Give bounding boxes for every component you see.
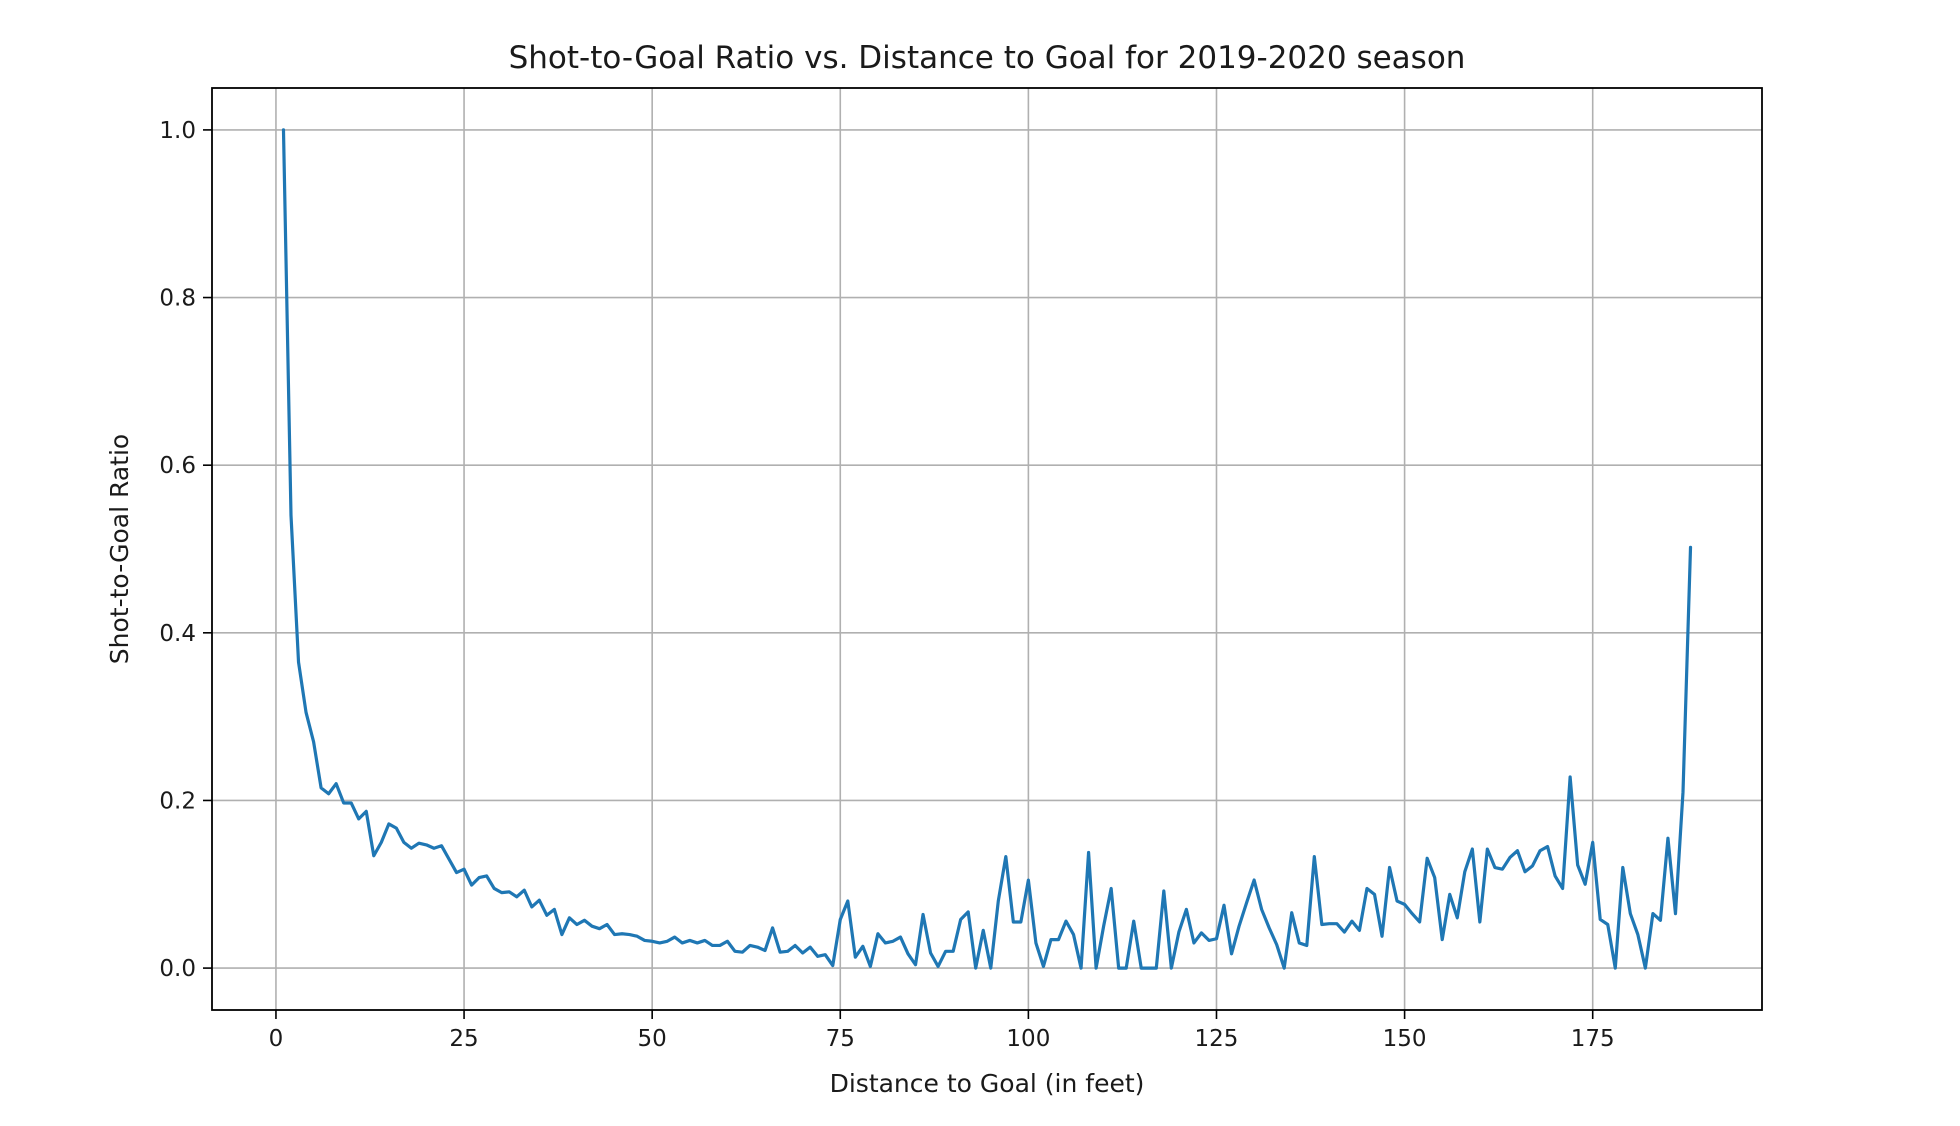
plot-frame <box>211 87 1763 1011</box>
y-tick-label: 0.0 <box>159 956 196 982</box>
x-tick-label: 125 <box>1195 1026 1239 1052</box>
chart-title: Shot-to-Goal Ratio vs. Distance to Goal … <box>509 40 1466 76</box>
x-tick-label: 175 <box>1571 1026 1615 1052</box>
y-tick-label: 0.8 <box>159 286 196 312</box>
x-tick-label: 50 <box>638 1026 667 1052</box>
x-axis-label: Distance to Goal (in feet) <box>830 1069 1145 1098</box>
series-line <box>281 128 1693 970</box>
y-axis-label: Shot-to-Goal Ratio <box>105 434 134 664</box>
y-tick-label: 1.0 <box>159 118 196 144</box>
x-tick-label: 75 <box>826 1026 855 1052</box>
y-tick-label: 0.4 <box>159 621 196 647</box>
axis-ticks: 0 25 50 75 100 125 150 175 0.0 0.2 0.4 0.6 0.8 1.0 <box>159 118 1614 1052</box>
grid-lines <box>212 88 1762 1010</box>
x-tick-label: 150 <box>1383 1026 1427 1052</box>
x-tick-label: 100 <box>1006 1026 1050 1052</box>
y-tick-label: 0.2 <box>159 788 196 814</box>
x-tick-label: 25 <box>449 1026 478 1052</box>
y-tick-label: 0.6 <box>159 453 196 479</box>
x-tick-label: 0 <box>269 1026 284 1052</box>
